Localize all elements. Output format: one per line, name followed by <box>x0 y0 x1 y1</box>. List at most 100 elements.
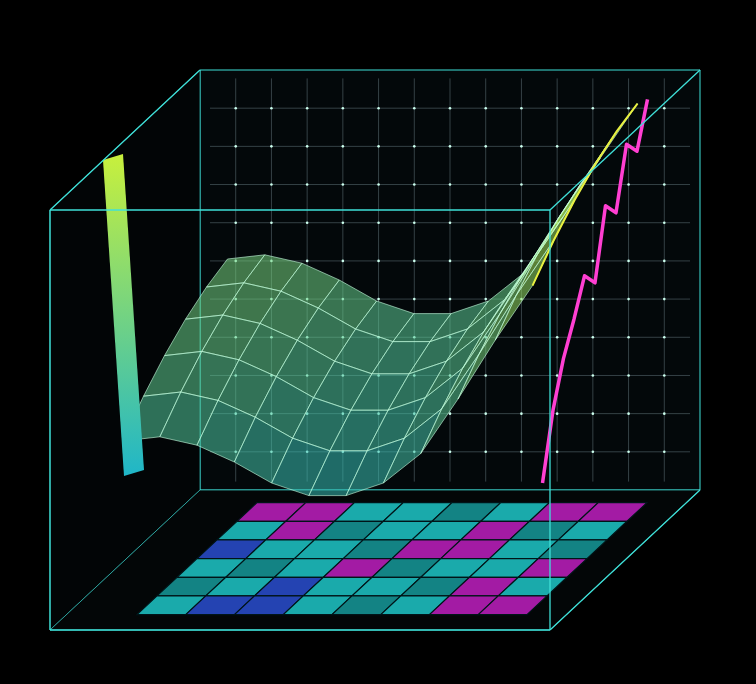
grid-dot <box>413 107 416 110</box>
grid-dot <box>663 336 666 339</box>
chart <box>0 0 756 684</box>
grid-dot <box>556 145 559 148</box>
floor-cell <box>558 521 627 540</box>
grid-dot <box>627 183 630 186</box>
grid-dot <box>306 183 309 186</box>
grid-dot <box>520 374 523 377</box>
background <box>0 0 756 684</box>
grid-line <box>210 184 690 185</box>
grid-dot <box>663 107 666 110</box>
grid-dot <box>270 145 273 148</box>
grid-dot <box>592 374 595 377</box>
grid-dot <box>556 336 559 339</box>
grid-dot <box>449 145 452 148</box>
grid-line <box>664 78 665 481</box>
grid-dot <box>663 145 666 148</box>
grid-dot <box>377 107 380 110</box>
grid-line <box>210 222 690 223</box>
grid-dot <box>270 221 273 224</box>
surface-patch <box>421 354 479 453</box>
grid-dot <box>556 107 559 110</box>
grid-dot <box>377 260 380 263</box>
grid-dot <box>592 451 595 454</box>
grid-dot <box>484 412 487 415</box>
grid-dot <box>663 451 666 454</box>
grid-dot <box>342 145 345 148</box>
grid-dot <box>520 221 523 224</box>
back-walls <box>50 70 700 630</box>
grid-dot <box>306 221 309 224</box>
floor-cell <box>478 596 547 615</box>
grid-dot <box>520 412 523 415</box>
grid-dot <box>663 221 666 224</box>
grid-dot <box>520 145 523 148</box>
grid-dot <box>234 183 237 186</box>
floor-cell <box>518 559 587 578</box>
box-edge <box>50 70 200 210</box>
color-bar <box>103 154 144 476</box>
grid-dot <box>556 183 559 186</box>
grid-dot <box>484 183 487 186</box>
box-edges <box>50 70 700 630</box>
grid-dot <box>413 298 416 301</box>
grid-dot <box>484 298 487 301</box>
grid-dot <box>663 374 666 377</box>
grid-dot <box>234 221 237 224</box>
grid-dot <box>520 183 523 186</box>
grid-dot <box>449 107 452 110</box>
surface <box>123 104 638 496</box>
grid-dot <box>449 221 452 224</box>
grid-dot <box>520 336 523 339</box>
grid-dot <box>592 260 595 263</box>
grid-dot <box>484 260 487 263</box>
grid-dot <box>306 145 309 148</box>
grid-dot <box>270 183 273 186</box>
box-edge <box>550 70 700 210</box>
box-edge <box>50 629 550 630</box>
grid-line <box>557 78 558 481</box>
grid-dot <box>342 183 345 186</box>
grid-dot <box>556 260 559 263</box>
grid-dot <box>377 221 380 224</box>
grid-dot <box>627 374 630 377</box>
grid-line <box>210 108 690 109</box>
grid-dot <box>342 260 345 263</box>
surface-patch <box>383 409 441 483</box>
grid-dot <box>234 145 237 148</box>
grid-dot <box>306 260 309 263</box>
floor-cell <box>498 577 567 596</box>
grid-dot <box>556 451 559 454</box>
grid-dot <box>413 260 416 263</box>
grid-dot <box>627 451 630 454</box>
surface-patch <box>463 277 521 368</box>
grid-dot <box>592 107 595 110</box>
grid <box>210 78 690 481</box>
grid-dot <box>556 412 559 415</box>
edge-line <box>543 99 648 483</box>
grid-dot <box>484 221 487 224</box>
grid-dot <box>627 298 630 301</box>
grid-dot <box>592 412 595 415</box>
floor-cells <box>137 503 647 615</box>
grid-dot <box>663 183 666 186</box>
box-edge <box>49 210 50 630</box>
grid-line <box>485 78 486 481</box>
grid-dot <box>520 451 523 454</box>
surface-patch <box>516 200 574 295</box>
grid-dot <box>627 221 630 224</box>
grid-line <box>450 78 451 481</box>
grid-dot <box>306 107 309 110</box>
grid-dot <box>234 107 237 110</box>
grid-dot <box>556 374 559 377</box>
grid-dot <box>484 374 487 377</box>
grid-dot <box>413 145 416 148</box>
grid-dot <box>484 107 487 110</box>
grid-dot <box>377 145 380 148</box>
grid-dot <box>627 107 630 110</box>
floor-cell <box>578 503 647 522</box>
grid-dot <box>592 145 595 148</box>
surface-edge <box>533 104 638 286</box>
surface-patch <box>495 241 553 340</box>
grid-dot <box>413 221 416 224</box>
grid-dot <box>449 298 452 301</box>
